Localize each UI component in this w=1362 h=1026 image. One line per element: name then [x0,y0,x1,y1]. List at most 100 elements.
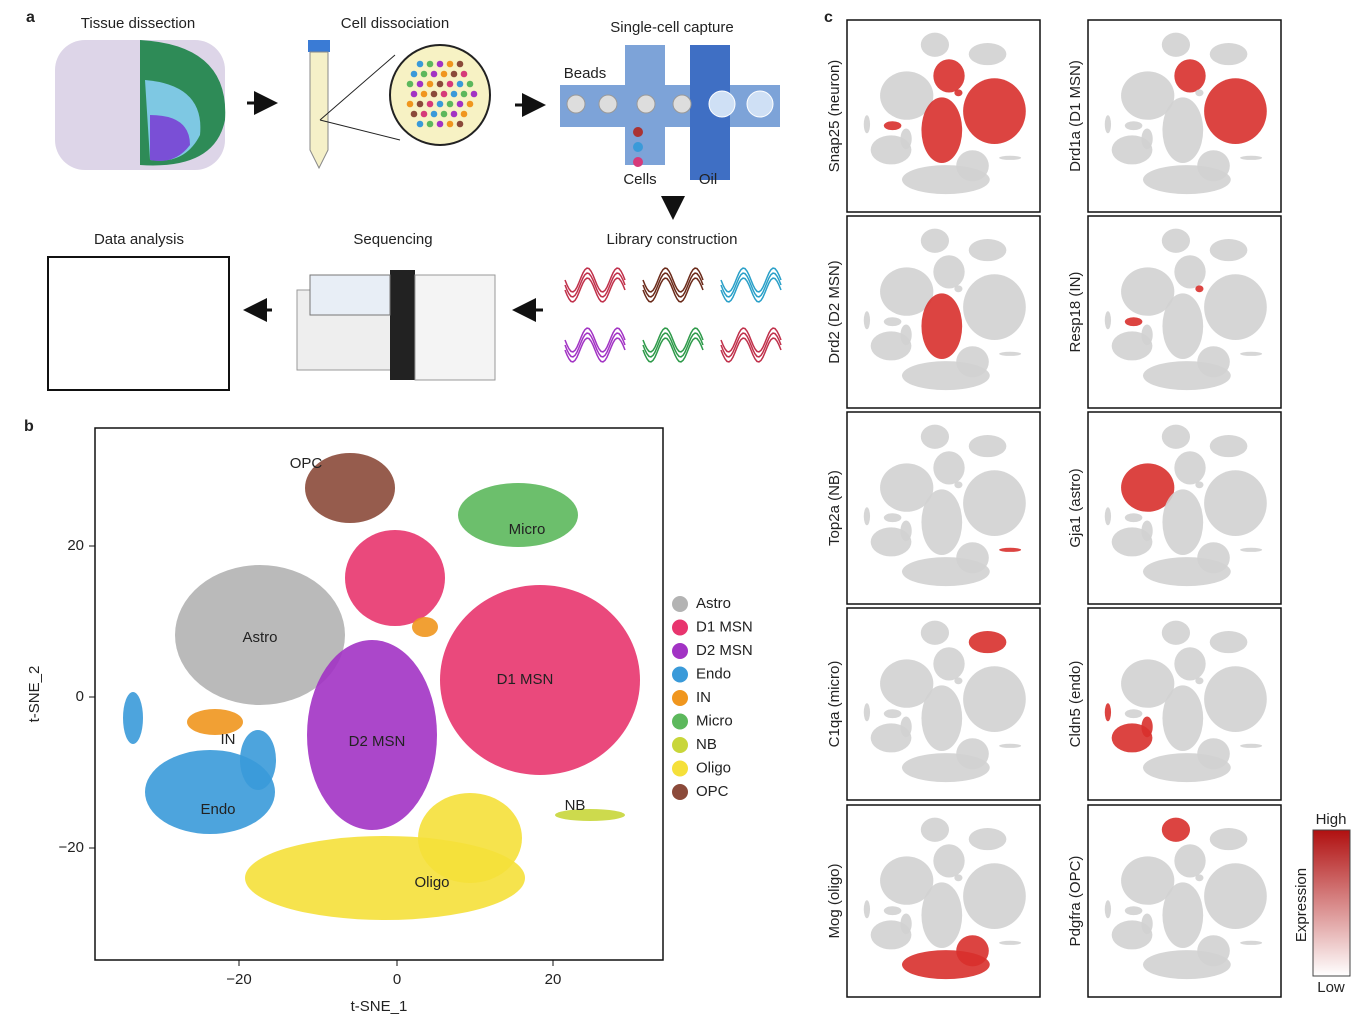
mini-cluster [1209,43,1248,66]
mini-map [1104,424,1267,587]
cell-dot [456,120,464,128]
mini-map [1104,817,1267,980]
cell-dot [460,110,468,118]
cell-dot [420,70,428,78]
legend-swatch [672,690,688,706]
cluster [307,640,437,830]
mini-cluster [1174,844,1206,878]
step-title: Single-cell capture [610,19,733,36]
mini-cluster [999,351,1022,356]
bead [672,94,692,114]
mini-cluster [963,863,1026,930]
mini-cluster [1124,906,1143,916]
cell-dot [436,60,444,68]
cell-dot [436,120,444,128]
mini-cluster [1240,155,1263,160]
mini-cluster [921,685,963,752]
step-title: Sequencing [353,231,432,248]
mini-cluster [880,463,934,512]
droplet [708,90,736,118]
mini-cluster [1104,703,1112,722]
mini-cluster [968,828,1007,851]
cluster-label: Micro [509,521,546,538]
mini-cluster [968,43,1007,66]
gene-label: Resp18 (IN) [1067,272,1084,353]
cell-dot [440,90,448,98]
mini-cluster [1197,346,1230,378]
panel-label: a [26,9,35,26]
analysis-box [47,256,230,391]
mini-cluster [1141,324,1153,346]
mini-cluster [883,513,902,523]
gene-label: Cldn5 (endo) [1067,661,1084,748]
mini-cluster [956,935,989,967]
mini-cluster [1121,267,1175,316]
legend-label: D2 MSN [696,642,753,659]
cell-dot [430,70,438,78]
cell-dot [426,100,434,108]
mini-cluster [963,274,1026,341]
gene-label: Drd2 (D2 MSN) [826,260,843,363]
screen [309,274,391,316]
cell-dot [420,90,428,98]
mini-cluster [956,150,989,182]
sequencer [296,270,496,381]
cell-dot [426,60,434,68]
mini-cluster [999,743,1022,748]
mini-map [1104,228,1267,391]
sequence-wave [564,337,626,363]
cluster [305,453,395,523]
cell-dot [446,120,454,128]
gene-label: Mog (oligo) [826,863,843,938]
tube [308,40,491,170]
sequence-wave [720,277,782,303]
cluster [412,617,438,637]
gene-label: Pdgfra (OPC) [1067,856,1084,947]
cluster [187,709,243,735]
legend-swatch [672,596,688,612]
legend-label: NB [696,736,717,753]
cluster [458,483,578,547]
mini-cluster [963,470,1026,537]
legend-swatch [672,643,688,659]
mini-cluster [954,677,963,685]
sequence-wave [564,277,626,303]
mini-cluster [1104,507,1112,526]
cell-dot [430,90,438,98]
mini-cluster [1195,481,1204,489]
cell-dot [426,120,434,128]
mini-cluster [1195,677,1204,685]
mini-cluster [963,78,1026,145]
y-axis-label: t-SNE_2 [26,666,43,723]
cell-dot [466,100,474,108]
mini-cluster [1209,239,1248,262]
mini-cluster [1197,150,1230,182]
gene-label: Snap25 (neuron) [826,60,843,173]
mini-cluster [1195,89,1204,97]
machine-panel [390,270,415,380]
cell-dot [456,80,464,88]
mini-map [1104,620,1267,783]
mini-cluster [1197,935,1230,967]
mini-cluster [1161,32,1191,57]
legend-label: IN [696,689,711,706]
mini-cluster [1174,647,1206,681]
cell-dot [410,70,418,78]
mini-cluster [1161,817,1191,842]
x-tick-label: 0 [393,971,401,988]
tissue-image [55,40,226,170]
mini-cluster [933,451,965,485]
bead [636,94,656,114]
mini-cluster [1204,863,1267,930]
cluster-label: Astro [242,629,277,646]
cluster [345,530,445,626]
cell-dot [410,110,418,118]
mini-cluster [1121,659,1175,708]
cell-dot [456,100,464,108]
zoom-line [319,119,401,141]
mini-cluster [880,659,934,708]
mini-cluster [880,856,934,905]
capture-label: Beads [564,65,607,82]
